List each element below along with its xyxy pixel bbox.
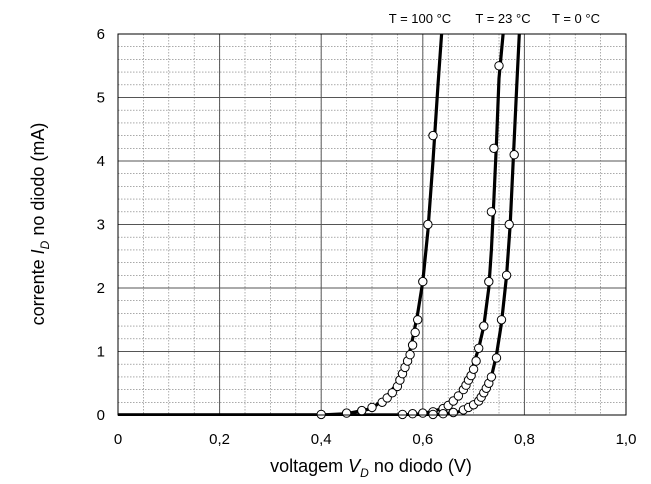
data-point-series-2	[438, 409, 448, 419]
data-point-series-1	[494, 61, 504, 71]
x-tick-label: 1,0	[616, 431, 637, 448]
y-tick-label: 0	[97, 407, 105, 424]
data-point-series-1	[489, 143, 499, 154]
data-point-series-1	[486, 207, 497, 217]
y-tick-label: 1	[97, 344, 105, 361]
plot-frame	[117, 33, 627, 416]
data-point-series-1	[468, 364, 479, 374]
data-point-series-1	[479, 321, 489, 331]
data-point-series-2	[501, 270, 512, 280]
y-tick-label: 6	[97, 26, 105, 43]
y-tick-label: 3	[97, 217, 105, 234]
data-point-series-1	[484, 276, 494, 287]
series-label-t0: T = 0 °C	[552, 11, 600, 26]
data-point-series-2	[491, 353, 502, 363]
data-point-series-1	[474, 343, 484, 353]
data-point-series-0	[341, 408, 352, 418]
x-tick-label: 0	[114, 431, 122, 448]
y-tick-label: 2	[97, 280, 105, 297]
data-point-series-0	[407, 340, 418, 350]
y-tick-label: 5	[97, 90, 105, 107]
data-point-series-2	[486, 372, 497, 382]
data-point-series-2	[504, 219, 514, 230]
x-tick-label: 0,8	[514, 431, 535, 448]
data-point-series-1	[418, 408, 428, 418]
data-point-series-0	[418, 276, 428, 287]
data-point-series-0	[316, 409, 326, 420]
y-axis-label: corrente ID no diodo (mA)	[28, 123, 52, 326]
x-tick-label: 0,4	[311, 431, 332, 448]
data-point-series-0	[405, 350, 415, 360]
series-label-t23: T = 23 °C	[475, 11, 530, 26]
data-point-series-0	[423, 219, 433, 230]
data-point-series-0	[387, 388, 397, 398]
data-point-series-0	[428, 130, 438, 141]
series-label-t100: T = 100 °C	[389, 11, 451, 26]
data-point-series-1	[407, 409, 418, 419]
data-point-series-1	[471, 356, 481, 366]
data-point-series-0	[413, 315, 423, 325]
x-tick-labels: 0 0,2 0,4 0,6 0,8 1,0	[114, 431, 637, 448]
data-point-series-2	[509, 150, 519, 160]
data-points-layer	[316, 61, 519, 420]
data-point-series-0	[410, 327, 420, 338]
x-axis-label: voltagem VD no diodo (V)	[270, 456, 472, 480]
data-point-series-0	[357, 405, 367, 416]
data-point-series-2	[496, 315, 507, 325]
data-point-series-0	[367, 402, 377, 413]
data-point-series-2	[428, 409, 438, 420]
x-tick-label: 0,6	[412, 431, 433, 448]
x-tick-label: 0,2	[209, 431, 230, 448]
data-point-series-1	[397, 409, 408, 420]
data-point-series-1	[453, 391, 464, 401]
y-tick-labels: 0 1 2 3 4 5 6	[97, 26, 105, 424]
y-tick-label: 4	[97, 153, 105, 170]
